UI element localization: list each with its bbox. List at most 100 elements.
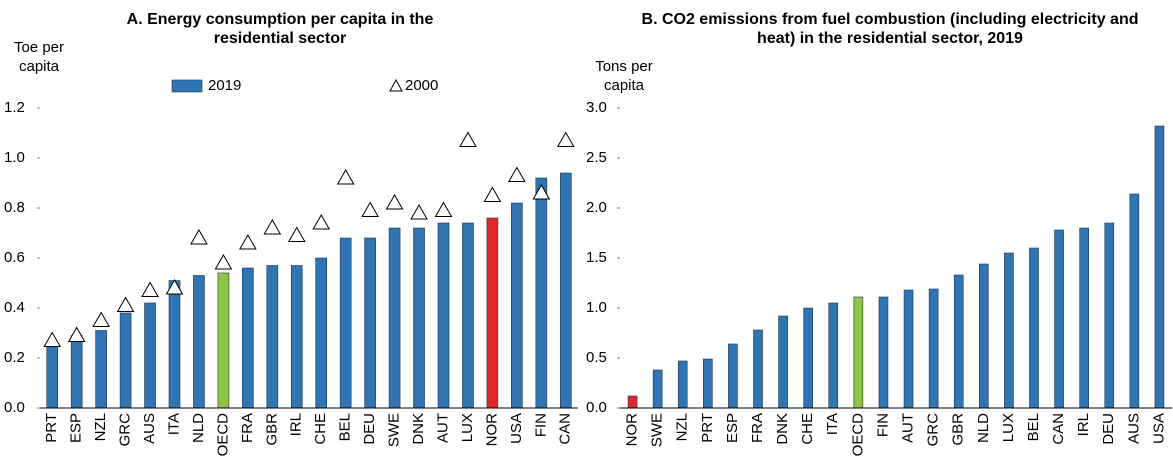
y-tick-label: 1.5: [586, 249, 607, 266]
bar: [1054, 229, 1064, 409]
marker-triangle: [263, 218, 282, 235]
bar: [119, 312, 132, 409]
bar: [1079, 227, 1089, 409]
x-tick-label: GBR: [263, 413, 280, 446]
x-tick-label: SWE: [386, 413, 403, 447]
bar: [486, 217, 499, 409]
marker-triangle: [483, 186, 502, 202]
y-tick-label: 0.2: [4, 349, 25, 366]
bar: [728, 343, 738, 409]
bar: [928, 288, 939, 409]
bar: [70, 335, 83, 409]
bar: [339, 237, 352, 409]
bar: [853, 296, 864, 409]
bar: [46, 345, 59, 409]
x-tick-label: NZL: [92, 413, 109, 441]
y-tick-label: 0.0: [586, 399, 607, 416]
y-axis-label: Tons per capita: [595, 58, 653, 94]
bar: [652, 369, 663, 409]
x-tick-label: FIN: [874, 413, 891, 437]
bar: [144, 302, 156, 409]
bar: [168, 280, 181, 409]
x-tick-label: USA: [508, 413, 525, 444]
bar: [1104, 222, 1115, 409]
bar: [193, 275, 205, 409]
x-tick-label: FIN: [532, 413, 549, 437]
x-tick-label: AUT: [434, 413, 451, 443]
y-tick-label: 1.0: [4, 149, 25, 166]
marker-triangle: [361, 201, 379, 217]
bar: [803, 307, 813, 409]
marker-triangle: [214, 253, 233, 270]
marker-triangle: [67, 326, 86, 342]
y-tick-label: 1.2: [4, 99, 25, 116]
marker-triangle: [459, 131, 477, 147]
bar: [413, 227, 425, 409]
bar: [511, 202, 523, 409]
bar: [559, 172, 572, 409]
bar: [828, 302, 839, 409]
x-tick-label: GRC: [117, 413, 134, 447]
x-tick-label: OECD: [849, 413, 866, 457]
x-tick-label: AUS: [141, 413, 158, 444]
bar: [364, 237, 376, 409]
x-tick-label: CHE: [799, 413, 816, 445]
bar: [1004, 252, 1014, 409]
marker-triangle: [43, 331, 62, 347]
bar: [290, 265, 303, 409]
x-tick-label: DEU: [1100, 413, 1117, 445]
y-tick-label: 0.4: [4, 299, 25, 316]
x-tick-label: NLD: [975, 413, 992, 443]
x-tick-label: GRC: [925, 413, 942, 447]
marker-triangle: [312, 213, 331, 230]
chart-title: B. CO2 emissions from fuel combustion (i…: [641, 11, 1139, 47]
bar: [1154, 125, 1165, 409]
y-tick-label: 1.0: [586, 299, 607, 316]
x-tick-label: IRL: [1075, 413, 1092, 436]
y-tick-label: 2.0: [586, 199, 607, 216]
bar: [1129, 193, 1140, 409]
x-tick-label: USA: [1150, 413, 1167, 444]
marker-triangle: [92, 311, 110, 327]
x-tick-label: CHE: [312, 413, 329, 445]
marker-triangle: [239, 233, 257, 250]
marker-triangle: [116, 296, 135, 312]
x-tick-label: ITA: [165, 413, 182, 435]
x-tick-label: PRT: [43, 413, 60, 443]
marker-triangle: [532, 183, 551, 200]
y-tick-label: 0.6: [4, 249, 25, 266]
x-tick-label: IRL: [288, 413, 305, 436]
bar: [266, 265, 279, 409]
bar: [1029, 247, 1039, 409]
x-tick-label: NZL: [674, 413, 691, 441]
x-tick-label: GBR: [950, 413, 967, 446]
bar: [462, 222, 474, 409]
marker-triangle: [141, 281, 159, 297]
marker-triangle: [410, 203, 428, 220]
marker-triangle: [508, 166, 526, 182]
chart-title: A. Energy consumption per capita in the …: [126, 11, 434, 47]
bar: [778, 315, 788, 409]
x-tick-label: NOR: [483, 413, 500, 447]
x-tick-label: CAN: [1050, 413, 1067, 445]
bar: [627, 395, 638, 409]
y-tick-label: 3.0: [586, 99, 607, 116]
x-tick-label: SWE: [649, 413, 666, 447]
legend-label: 2019: [208, 77, 241, 94]
marker-triangle: [336, 168, 355, 185]
marker-triangle: [165, 278, 184, 295]
bar: [437, 222, 450, 409]
x-tick-label: OECD: [214, 413, 231, 457]
x-tick-label: FRA: [749, 413, 766, 443]
marker-triangle: [287, 226, 306, 242]
x-tick-label: ESP: [68, 413, 85, 443]
x-tick-label: CAN: [557, 413, 574, 445]
x-tick-label: BEL: [1025, 413, 1042, 441]
bar: [677, 360, 688, 409]
bar: [315, 257, 328, 409]
x-tick-label: NLD: [190, 413, 207, 443]
y-tick-label: 2.5: [586, 149, 607, 166]
x-tick-label: DEU: [361, 413, 378, 445]
bar: [703, 358, 713, 409]
